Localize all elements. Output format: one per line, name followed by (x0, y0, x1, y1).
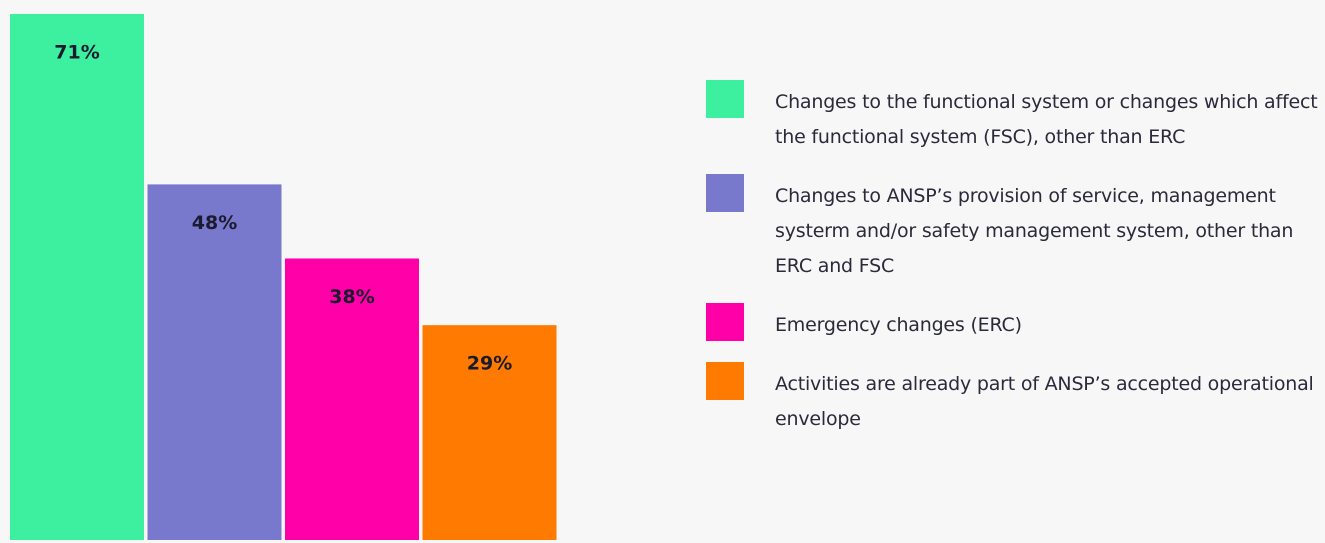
bar (10, 14, 144, 540)
chart: 71% 48% 38% 29% (10, 14, 557, 541)
legend: Changes to the functional system or chan… (706, 80, 1325, 437)
legend-label: Changes to ANSP’s provision of service, … (775, 185, 1294, 277)
bar (422, 325, 557, 540)
legend-item: Activities are already part of ANSP’s ac… (706, 362, 1325, 437)
legend-swatch (706, 80, 744, 118)
legend-item: Changes to the functional system or chan… (706, 80, 1325, 155)
bar (285, 258, 419, 540)
legend-item: Emergency changes (ERC) (706, 303, 1325, 343)
data-label: 48% (192, 212, 237, 234)
data-label: 38% (329, 286, 374, 308)
legend-item: Changes to ANSP’s provision of service, … (706, 174, 1325, 284)
legend-label: Activities are already part of ANSP’s ac… (775, 373, 1314, 430)
legend-label: Emergency changes (ERC) (775, 314, 1022, 336)
bar (147, 184, 282, 541)
legend-swatch (706, 174, 744, 212)
legend-label: Changes to the functional system or chan… (775, 91, 1318, 148)
data-label: 29% (467, 353, 512, 375)
legend-swatch (706, 303, 744, 341)
data-label: 71% (54, 42, 99, 64)
legend-swatch (706, 362, 744, 400)
